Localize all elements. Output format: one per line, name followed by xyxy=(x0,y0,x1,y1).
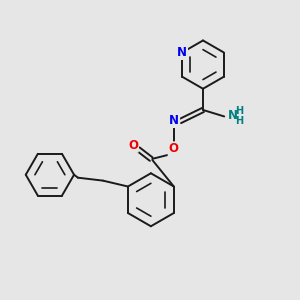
Text: O: O xyxy=(169,142,178,155)
Text: N: N xyxy=(227,109,237,122)
Text: H: H xyxy=(235,116,243,126)
Text: N: N xyxy=(177,46,187,59)
Text: H: H xyxy=(235,106,243,116)
Text: O: O xyxy=(128,139,138,152)
Text: N: N xyxy=(169,114,179,127)
